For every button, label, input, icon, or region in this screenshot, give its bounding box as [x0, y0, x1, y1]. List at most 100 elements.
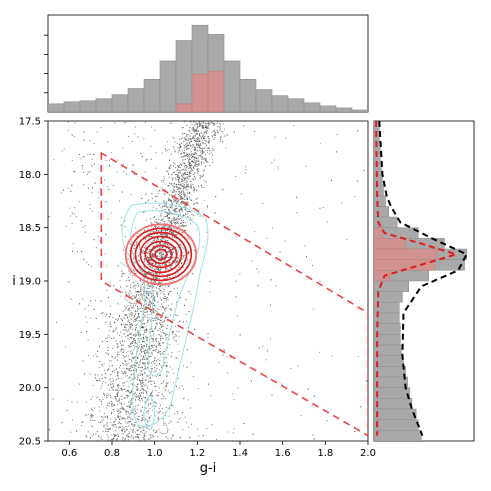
scatter-point: [115, 329, 117, 331]
scatter-point: [198, 155, 200, 157]
scatter-point: [130, 403, 132, 405]
top-histogram-bar: [255, 89, 273, 112]
scatter-point: [110, 401, 112, 403]
scatter-point: [138, 260, 140, 262]
scatter-point: [187, 184, 189, 186]
scatter-point: [150, 415, 152, 417]
scatter-point: [86, 330, 88, 332]
scatter-point: [127, 337, 129, 339]
scatter-point: [180, 217, 182, 219]
scatter-point: [168, 232, 170, 234]
scatter-point: [163, 200, 165, 202]
scatter-point: [124, 236, 126, 238]
scatter-point: [207, 127, 209, 129]
scatter-point: [117, 351, 119, 353]
scatter-point: [144, 312, 146, 314]
scatter-point: [144, 373, 146, 375]
scatter-point: [155, 340, 157, 342]
scatter-point: [169, 261, 171, 263]
scatter-point: [143, 368, 145, 370]
scatter-point: [156, 364, 158, 366]
scatter-point: [126, 352, 128, 354]
scatter-point: [126, 375, 128, 377]
scatter-point: [130, 292, 132, 294]
scatter-point: [160, 335, 162, 337]
scatter-point: [130, 350, 132, 352]
scatter-point: [121, 345, 123, 347]
scatter-point: [199, 124, 201, 126]
scatter-point: [121, 406, 123, 408]
scatter-point: [186, 155, 188, 157]
scatter-point: [140, 372, 142, 374]
scatter-point: [203, 179, 205, 181]
scatter-point: [167, 382, 169, 384]
scatter-point: [151, 346, 153, 348]
scatter-point: [86, 173, 88, 175]
scatter-point: [188, 426, 190, 428]
scatter-point: [143, 272, 145, 274]
scatter-point: [156, 274, 158, 276]
scatter-point: [128, 362, 130, 364]
scatter-point: [121, 389, 123, 391]
scatter-point: [193, 130, 195, 132]
scatter-point: [182, 275, 184, 277]
scatter-point: [196, 165, 198, 167]
scatter-point: [143, 319, 145, 321]
scatter-point: [135, 410, 137, 412]
scatter-point: [108, 379, 110, 381]
scatter-point: [98, 378, 100, 380]
scatter-point: [149, 291, 151, 293]
scatter-point: [138, 300, 140, 302]
scatter-point: [100, 421, 102, 423]
scatter-point: [179, 163, 181, 165]
scatter-point: [199, 155, 201, 157]
scatter-point: [143, 340, 145, 342]
scatter-point: [147, 311, 149, 313]
scatter-point: [126, 397, 128, 399]
scatter-point: [151, 368, 153, 370]
scatter-point: [136, 299, 138, 301]
scatter-point: [100, 438, 102, 440]
scatter-point: [159, 289, 161, 291]
scatter-point: [152, 249, 154, 251]
scatter-point: [170, 153, 172, 155]
scatter-point: [122, 418, 124, 420]
scatter-point: [170, 199, 172, 201]
scatter-point: [117, 415, 119, 417]
scatter-point: [154, 256, 156, 258]
scatter-point: [91, 210, 93, 212]
scatter-point: [176, 330, 178, 332]
scatter-point: [178, 223, 180, 225]
scatter-point: [164, 294, 166, 296]
scatter-point: [192, 273, 194, 275]
scatter-point: [130, 342, 132, 344]
scatter-point: [169, 226, 171, 228]
scatter-point: [187, 192, 189, 194]
scatter-point: [187, 144, 189, 146]
scatter-point: [164, 226, 166, 228]
scatter-point: [112, 378, 114, 380]
scatter-point: [155, 370, 157, 372]
scatter-point: [184, 168, 186, 170]
scatter-point: [172, 203, 174, 205]
scatter-point: [195, 157, 197, 159]
scatter-point: [145, 274, 147, 276]
scatter-point: [136, 317, 138, 319]
scatter-point: [166, 225, 168, 227]
scatter-point: [187, 146, 189, 148]
scatter-point: [107, 439, 109, 441]
scatter-point: [99, 399, 101, 401]
scatter-point: [187, 238, 189, 240]
scatter-point: [158, 278, 160, 280]
scatter-point: [271, 227, 273, 229]
scatter-point: [84, 308, 86, 310]
scatter-point: [148, 305, 150, 307]
scatter-point: [163, 256, 165, 258]
scatter-point: [168, 213, 170, 215]
scatter-point: [133, 357, 135, 359]
scatter-point: [130, 402, 132, 404]
scatter-point: [188, 160, 190, 162]
scatter-point: [207, 206, 209, 208]
scatter-point: [170, 253, 172, 255]
scatter-point: [144, 351, 146, 353]
